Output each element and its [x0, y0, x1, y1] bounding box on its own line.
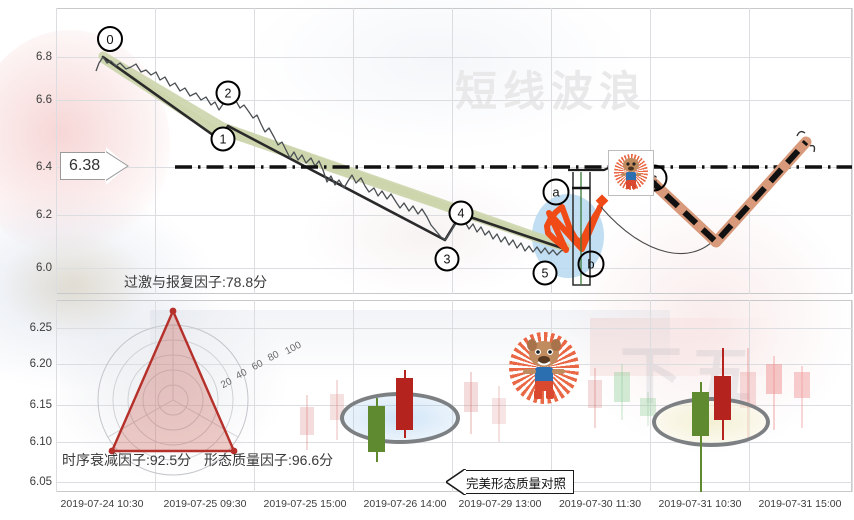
- grid-line-vertical: [353, 8, 354, 294]
- reference-price-callout: 6.38: [60, 147, 130, 185]
- grid-line-vertical: [254, 300, 255, 492]
- wave-label-4: 4: [448, 200, 474, 226]
- abc-label-a: a: [542, 178, 570, 206]
- lower-y-tick-label: 6.10: [29, 436, 52, 448]
- grid-line-horizontal: [56, 405, 852, 406]
- upper-y-tick-label: 6.6: [36, 94, 52, 106]
- perfect-pattern-text: 完美形态质量对照: [464, 470, 575, 494]
- candle-right-red: [714, 348, 731, 440]
- grid-line-vertical: [155, 300, 156, 492]
- candle-left-green: [368, 398, 385, 462]
- abc-actual-line-main: [546, 204, 603, 253]
- x-tick-label: 2019-07-31 15:00: [758, 498, 842, 510]
- reference-price-value: 6.38: [60, 152, 107, 180]
- grid-line-horizontal: [56, 328, 852, 329]
- grid-line-vertical: [452, 8, 453, 294]
- grid-line-vertical: [650, 300, 651, 492]
- grid-line-horizontal: [56, 100, 852, 101]
- lower-y-tick-label: 6.20: [29, 358, 52, 370]
- candle-faded: [740, 348, 756, 440]
- upper-y-tick-label: 6.8: [36, 51, 52, 63]
- x-tick-label: 2019-07-25 09:30: [163, 498, 247, 510]
- projection-end-tick-right: [809, 144, 816, 153]
- lower-factor-right: 形态质量因子:96.6分: [204, 452, 334, 468]
- wave-label-5: 5: [532, 260, 558, 286]
- price-line: [95, 56, 566, 256]
- callout-arrow-tip: [105, 147, 130, 185]
- perfect-pattern-callout: 完美形态质量对照: [446, 469, 575, 495]
- candle-faded: [464, 372, 478, 434]
- grid-line-vertical: [155, 8, 156, 294]
- x-tick-label: 2019-07-25 15:00: [263, 498, 347, 510]
- wave-label-2: 2: [215, 80, 241, 106]
- mascot-icon-large: [505, 330, 583, 408]
- grid-line-horizontal: [56, 57, 852, 58]
- grid-line-horizontal: [56, 167, 852, 168]
- grid-line-vertical: [452, 300, 453, 492]
- wave-label-1: 1: [210, 126, 236, 152]
- grid-line-vertical: [749, 8, 750, 294]
- projection-end-tick-left: [796, 130, 806, 137]
- projection-path-dash: [645, 139, 809, 245]
- wave-label-3: 3: [434, 246, 460, 272]
- right-highlight-ellipse: [652, 397, 770, 447]
- radar-polygon: [110, 309, 236, 453]
- bottom-callout-arrow: [446, 469, 466, 495]
- abc-label-b: b: [577, 250, 605, 278]
- lower-factor-left: 时序衰减因子:92.5分: [62, 452, 192, 468]
- x-tick-label: 2019-07-31 10:30: [658, 498, 742, 510]
- grid-line-vertical: [852, 300, 853, 492]
- candle-right-green: [692, 382, 709, 492]
- upper-y-tick-label: 6.2: [36, 209, 52, 221]
- grid-line-horizontal: [56, 442, 852, 443]
- grid-line-vertical: [551, 8, 552, 294]
- grid-line-vertical: [254, 8, 255, 294]
- lower-y-tick-label: 6.15: [29, 399, 52, 411]
- x-tick-label: 2019-07-24 10:30: [60, 498, 144, 510]
- candle-faded: [588, 368, 602, 428]
- candle-faded: [492, 386, 506, 442]
- candle-faded: [614, 364, 630, 420]
- x-tick-label: 2019-07-26 14:00: [363, 498, 447, 510]
- grid-line-vertical: [749, 300, 750, 492]
- grid-line-horizontal: [56, 364, 852, 365]
- lower-y-tick-label: 6.05: [29, 476, 52, 488]
- wave-label-0: 0: [97, 26, 123, 52]
- abc-line-end-marker: [595, 194, 609, 208]
- candle-left-red: [396, 370, 413, 438]
- upper-factor-text: 过激与报复因子:78.8分: [124, 274, 268, 290]
- x-tick-label: 2019-07-29 13:00: [458, 498, 542, 510]
- grid-line-vertical: [353, 300, 354, 492]
- lower-y-tick-label: 6.25: [29, 322, 52, 334]
- candle-faded: [300, 395, 314, 450]
- radar-chart: [97, 307, 249, 476]
- candle-faded: [794, 366, 810, 428]
- grid-line-vertical: [852, 8, 853, 294]
- mascot-icon-small: [608, 150, 654, 196]
- grid-line-vertical: [56, 300, 57, 492]
- grid-line-vertical: [56, 8, 57, 294]
- upper-y-tick-label: 6.0: [36, 262, 52, 274]
- x-tick-label: 2019-07-30 11:30: [558, 498, 642, 510]
- candle-faded: [640, 392, 656, 426]
- upper-y-tick-label: 6.4: [36, 161, 52, 173]
- candle-faded: [766, 356, 782, 430]
